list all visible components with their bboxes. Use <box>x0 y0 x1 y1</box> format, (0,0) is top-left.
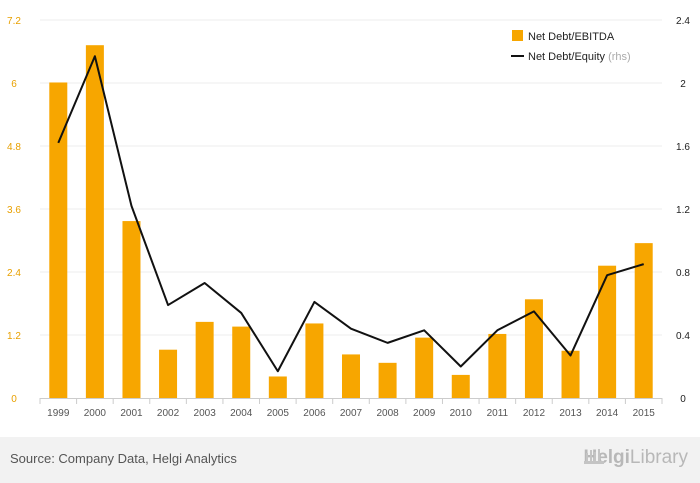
bar <box>232 326 251 398</box>
bar <box>268 376 287 398</box>
x-tick-label: 2011 <box>487 408 509 419</box>
x-tick-label: 1999 <box>47 408 70 419</box>
x-tick-label: 2012 <box>523 408 546 419</box>
x-tick-label: 2003 <box>194 408 217 419</box>
y-right-tick-label: 1.6 <box>676 142 690 153</box>
source-note: Source: Company Data, Helgi Analytics <box>10 451 237 466</box>
bar <box>305 323 324 398</box>
x-tick-label: 2015 <box>633 408 656 419</box>
bar <box>122 221 141 398</box>
bar <box>195 321 214 398</box>
legend-rhs-suffix: (rhs) <box>608 51 631 63</box>
x-tick-label: 2010 <box>450 408 473 419</box>
bar <box>598 265 617 398</box>
x-tick-label: 2000 <box>84 408 107 419</box>
legend-swatch-bar <box>512 30 523 41</box>
logo-text-library: Library <box>629 447 688 468</box>
bar-series <box>49 45 653 398</box>
axes: 0 1.2 2.4 3.6 4.8 6 7.2 0 0.4 0.8 1.2 1.6 2 2.4 1999 20… <box>7 16 690 419</box>
x-tick-label: 2001 <box>120 408 143 419</box>
y-left-tick-label: 0 <box>11 394 17 405</box>
y-right-tick-label: 0.4 <box>676 331 690 342</box>
bar <box>561 350 580 398</box>
y-right-tick-label: 0 <box>680 394 686 405</box>
legend-label-net-debt-equity: Net Debt/Equity (rhs) <box>528 51 631 63</box>
y-right-tick-label: 2 <box>680 79 686 90</box>
y-right-tick-label: 1.2 <box>676 205 690 216</box>
building-icon <box>584 449 605 464</box>
bar <box>451 374 470 398</box>
bar <box>342 354 360 398</box>
y-left-tick-label: 3.6 <box>7 205 21 216</box>
x-tick-label: 2008 <box>376 408 399 419</box>
x-tick-label: 2002 <box>157 408 180 419</box>
grid-lines <box>40 19 662 336</box>
y-left-tick-label: 1.2 <box>7 331 21 342</box>
y-left-tick-label: 6 <box>11 79 17 90</box>
chart-svg: 0 1.2 2.4 3.6 4.8 6 7.2 0 0.4 0.8 1.2 1.6 2 2.4 1999 20… <box>7 16 690 419</box>
bar <box>159 349 178 398</box>
x-tick-label: 2005 <box>267 408 290 419</box>
y-right-tick-label: 2.4 <box>676 16 690 27</box>
bar <box>415 337 434 398</box>
legend: Net Debt/EBITDA Net Debt/Equity (rhs) <box>511 30 631 63</box>
helgi-library-logo[interactable]: HelgiLibrary <box>583 447 688 469</box>
y-right-tick-label: 0.8 <box>676 268 690 279</box>
bar <box>488 333 507 398</box>
bar <box>634 243 653 398</box>
x-tick-label: 2006 <box>303 408 326 419</box>
x-tick-label: 2013 <box>559 408 582 419</box>
bar <box>85 45 104 398</box>
y-left-tick-label: 2.4 <box>7 268 21 279</box>
x-tick-label: 2014 <box>596 408 619 419</box>
bar <box>49 82 68 398</box>
line-series-path <box>57 55 644 373</box>
x-tick-label: 2009 <box>413 408 436 419</box>
x-tick-label: 2004 <box>230 408 253 419</box>
line-series <box>57 55 644 373</box>
y-left-tick-label: 7.2 <box>7 16 21 27</box>
bar <box>378 362 397 398</box>
x-tick-label: 2007 <box>340 408 363 419</box>
bar <box>524 299 543 398</box>
y-left-tick-label: 4.8 <box>7 142 21 153</box>
footer: Source: Company Data, Helgi Analytics He… <box>0 437 700 483</box>
legend-label-net-debt-ebitda: Net Debt/EBITDA <box>528 31 615 43</box>
